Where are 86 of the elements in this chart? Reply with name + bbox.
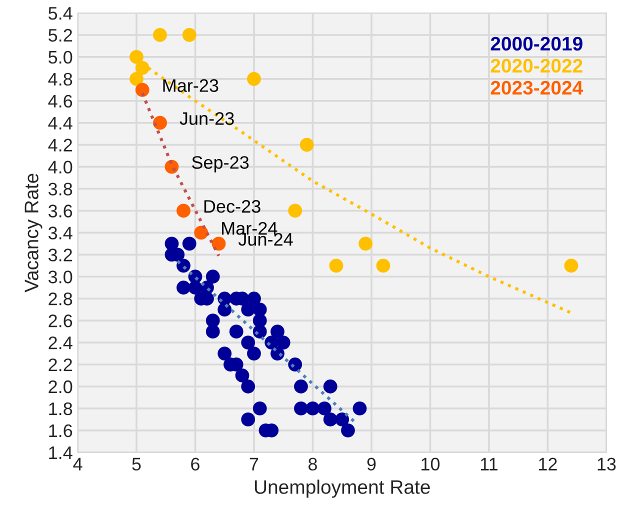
x-tick-label: 13 bbox=[598, 458, 616, 471]
y-tick-label: 5.4 bbox=[48, 7, 72, 20]
y-tick-label: 2.0 bbox=[48, 380, 72, 394]
point bbox=[288, 358, 302, 372]
text: 2000-2019 bbox=[490, 36, 582, 51]
annotation: Sep-23 bbox=[192, 156, 249, 172]
point bbox=[235, 368, 250, 382]
x-tick-label: 5 bbox=[132, 458, 141, 471]
y-tick-label: 3.6 bbox=[48, 204, 72, 218]
point bbox=[176, 204, 190, 218]
x-tick-label: 11 bbox=[480, 458, 498, 470]
y-tick-label: 5.0 bbox=[48, 50, 72, 64]
point bbox=[218, 302, 232, 317]
y-tick-label: 5.2 bbox=[48, 28, 72, 42]
point bbox=[247, 346, 261, 360]
y-tick-label: 4.8 bbox=[48, 72, 72, 86]
annotation: Mar-23 bbox=[163, 79, 218, 92]
point bbox=[294, 380, 308, 394]
point bbox=[135, 60, 150, 75]
point bbox=[218, 346, 232, 360]
point bbox=[130, 50, 144, 64]
y-tick-label: 2.2 bbox=[48, 358, 72, 372]
point bbox=[300, 138, 314, 152]
point bbox=[341, 423, 355, 438]
point bbox=[130, 72, 144, 86]
point bbox=[247, 292, 261, 306]
x-tick-label: 7 bbox=[250, 458, 258, 470]
point bbox=[276, 336, 290, 350]
text: 2020-2022 bbox=[490, 58, 582, 73]
point bbox=[206, 324, 220, 339]
point bbox=[241, 336, 256, 350]
point bbox=[176, 280, 190, 295]
point bbox=[288, 204, 302, 218]
point bbox=[358, 236, 373, 251]
point bbox=[182, 28, 196, 42]
y-tick-label: 1.8 bbox=[49, 402, 72, 416]
y-tick-label: 2.6 bbox=[48, 314, 72, 328]
x-axis-title: Unemployment Rate bbox=[254, 480, 430, 498]
point bbox=[229, 324, 244, 339]
point bbox=[182, 236, 196, 251]
y-tick-label: 2.8 bbox=[48, 292, 72, 306]
point bbox=[252, 324, 267, 339]
text: 2023-2024 bbox=[490, 80, 584, 95]
y-tick-label: 1.4 bbox=[49, 446, 72, 459]
point bbox=[270, 324, 284, 339]
y-tick-label: 3.8 bbox=[48, 182, 72, 196]
point bbox=[376, 258, 390, 273]
point bbox=[206, 270, 220, 284]
x-tick-label: 4 bbox=[73, 458, 82, 470]
point bbox=[153, 28, 167, 42]
annotation: Jun-23 bbox=[180, 112, 234, 125]
point bbox=[252, 402, 267, 416]
annotation: Dec-23 bbox=[204, 200, 260, 213]
y-tick-label: 4.4 bbox=[48, 116, 72, 130]
y-tick-label: 4.0 bbox=[48, 160, 72, 174]
y-tick-label: 2.4 bbox=[48, 336, 72, 350]
point bbox=[241, 380, 256, 394]
point bbox=[323, 412, 338, 426]
point bbox=[306, 402, 320, 416]
point bbox=[194, 226, 208, 240]
point bbox=[247, 72, 261, 86]
y-tick-label: 1.6 bbox=[49, 424, 72, 438]
point bbox=[241, 412, 256, 426]
x-tick-label: 8 bbox=[308, 458, 317, 471]
x-tick-label: 9 bbox=[367, 458, 376, 471]
annotation: Mar-24 bbox=[222, 222, 278, 235]
point bbox=[564, 258, 578, 273]
x-tick-label: 12 bbox=[539, 458, 557, 470]
point bbox=[335, 412, 350, 426]
point bbox=[212, 236, 226, 251]
point bbox=[241, 302, 256, 317]
point bbox=[153, 116, 167, 130]
point bbox=[329, 258, 344, 273]
point bbox=[318, 402, 332, 416]
point bbox=[294, 402, 308, 416]
x-tick-label: 6 bbox=[191, 458, 200, 471]
y-tick-label: 4.6 bbox=[48, 94, 72, 108]
x-tick-label: 10 bbox=[422, 458, 440, 471]
point bbox=[352, 402, 367, 416]
point bbox=[135, 82, 150, 97]
y-axis-title: Vacancy Rate bbox=[24, 174, 42, 292]
y-tick-label: 3.4 bbox=[48, 226, 72, 240]
y-tick-label: 3.0 bbox=[48, 270, 72, 284]
point bbox=[323, 380, 338, 394]
y-tick-label: 4.2 bbox=[48, 138, 72, 152]
y-tick-label: 3.2 bbox=[48, 248, 72, 262]
